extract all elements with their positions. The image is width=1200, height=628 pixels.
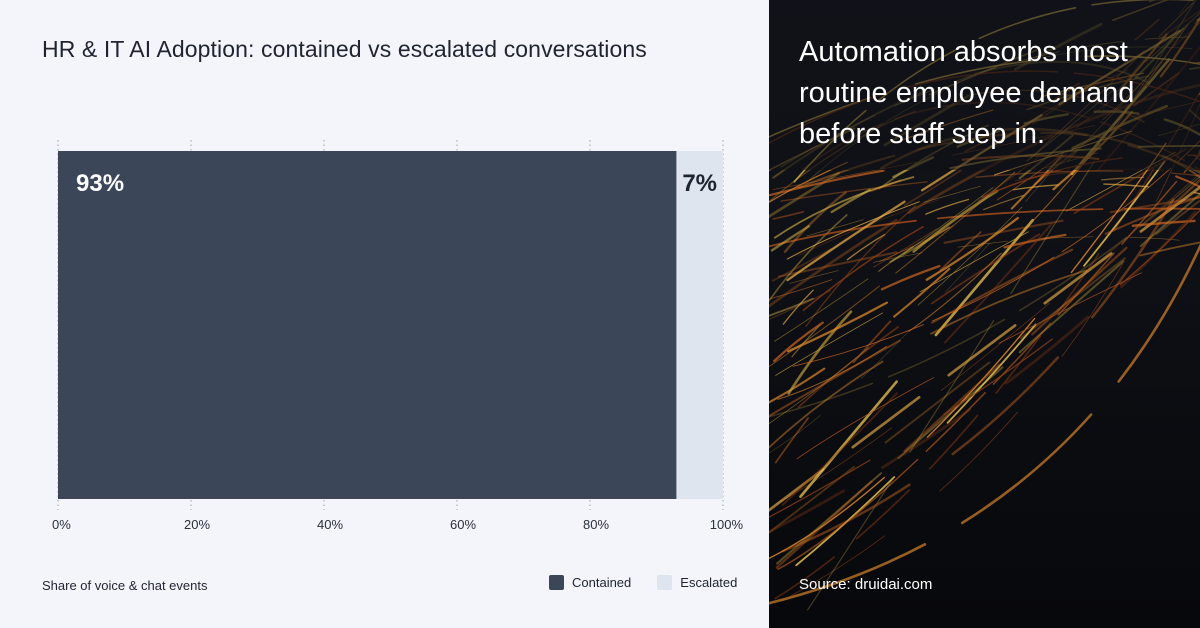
light-streak	[773, 219, 1200, 363]
light-streak	[771, 9, 1200, 282]
data-label-escalated: 7%	[682, 170, 717, 197]
legend-item-escalated: Escalated	[657, 575, 737, 590]
light-streak	[769, 185, 1200, 512]
light-streak	[769, 195, 1200, 418]
light-streak	[777, 196, 1200, 278]
bar-segment-contained	[58, 151, 677, 499]
light-streak	[775, 178, 1200, 569]
light-streak	[769, 175, 1200, 418]
x-tick-label: 0%	[52, 517, 71, 532]
legend-label-contained: Contained	[572, 575, 632, 590]
light-streak	[777, 152, 1200, 570]
bar-chart: 93% 7% 0% 20% 40% 60% 80% 100%	[52, 140, 744, 532]
x-tick-label: 20%	[184, 517, 210, 532]
light-streak	[769, 0, 1197, 368]
headline-shade	[769, 0, 1200, 170]
insight-panel: Automation absorbs most routine employee…	[769, 0, 1200, 628]
light-streaks-image	[769, 0, 1200, 628]
light-streak	[806, 123, 1200, 237]
x-tick-label: 60%	[450, 517, 476, 532]
light-streak	[769, 16, 1200, 300]
legend-swatch-escalated	[657, 575, 673, 590]
chart-panel: HR & IT AI Adoption: contained vs escala…	[42, 36, 744, 593]
light-streak	[792, 140, 1200, 367]
light-streak	[769, 199, 1200, 534]
headline: Automation absorbs most routine employee…	[799, 36, 1135, 150]
chart-title: HR & IT AI Adoption: contained vs escala…	[42, 36, 647, 62]
x-tick-label: 80%	[583, 517, 609, 532]
light-streak	[769, 241, 1200, 449]
light-streak	[796, 244, 1200, 460]
legend-swatch-contained	[549, 575, 564, 590]
bar-segment-escalated	[676, 151, 723, 499]
x-axis-label: Share of voice & chat events	[42, 578, 208, 593]
light-streak	[802, 154, 1200, 312]
light-streak	[791, 176, 1200, 358]
legend: Contained Escalated	[549, 575, 737, 590]
light-streak	[769, 243, 1200, 605]
light-streak	[799, 168, 1200, 256]
x-tick-label: 40%	[317, 517, 343, 532]
legend-item-contained: Contained	[549, 575, 631, 590]
data-label-contained: 93%	[76, 170, 124, 197]
source-note: Source: druidai.com	[799, 576, 933, 593]
x-tick-label: 100%	[710, 517, 744, 532]
light-streak	[780, 170, 1200, 202]
light-streak	[769, 92, 1200, 560]
light-streak	[786, 110, 1200, 260]
light-streak	[775, 173, 1200, 505]
light-streak	[789, 236, 1200, 284]
legend-label-escalated: Escalated	[680, 575, 738, 590]
light-streak	[795, 111, 1200, 567]
light-streak	[769, 209, 1200, 518]
light-streak	[781, 148, 1200, 553]
light-streak	[782, 183, 1200, 325]
